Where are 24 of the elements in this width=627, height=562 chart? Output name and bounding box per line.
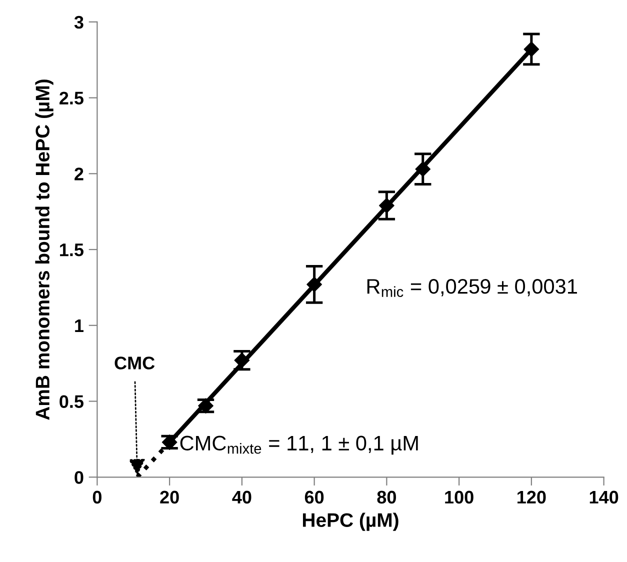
y-tick-label: 2 <box>74 168 84 180</box>
y-tick-label: 3 <box>74 16 84 29</box>
x-tick-label: 60 <box>304 490 324 504</box>
y-tick-label: 2.5 <box>60 92 84 105</box>
point <box>378 198 394 214</box>
y-axis-title: AmB monomers bound to HePC (µM) <box>35 80 54 420</box>
x-tick-label: 100 <box>445 490 474 504</box>
y-tick-label: 0.5 <box>60 395 84 408</box>
x-tick-label: 40 <box>232 490 252 504</box>
point <box>415 161 431 177</box>
point <box>306 276 322 292</box>
x-tick-label: 120 <box>518 490 546 504</box>
x-tick-label: 0 <box>92 490 102 504</box>
point <box>524 42 540 57</box>
annotation: CMC <box>114 356 155 370</box>
x-axis-title: HePC (µM) <box>302 512 398 531</box>
y-tick-label: 1 <box>75 320 84 332</box>
x-tick-label: 20 <box>160 490 179 504</box>
annotation: CMC$_{mixte}$ = 11, 1 ± 0,1 µM <box>180 436 418 455</box>
x-tick-label: 140 <box>590 490 618 504</box>
y-tick-label: 0 <box>74 471 84 484</box>
annotation: R$_{mic}$ = 0,0259 ± 0,0031 <box>367 279 577 298</box>
y-tick-label: 1.5 <box>60 244 84 256</box>
x-tick-label: 80 <box>377 490 396 504</box>
